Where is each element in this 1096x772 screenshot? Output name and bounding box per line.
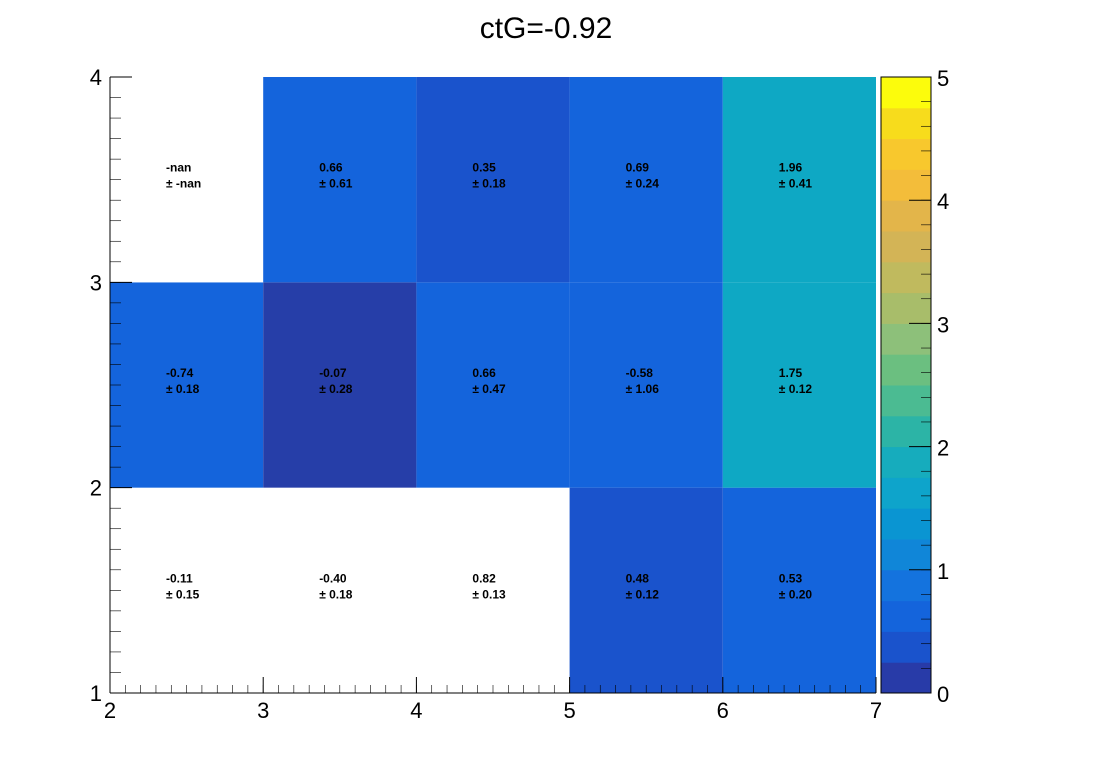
cell-value-label: -0.58 <box>626 366 654 380</box>
colorbar-swatch <box>881 446 931 478</box>
colorbar-tick-label: 3 <box>937 312 949 337</box>
colorbar-tick-label: 4 <box>937 189 949 214</box>
colorbar-swatch <box>881 138 931 170</box>
x-tick-label: 5 <box>563 698 575 723</box>
cell-value-label: -nan <box>166 161 191 175</box>
heatmap-cell <box>263 487 417 693</box>
cell-error-label: ± 0.41 <box>779 177 813 191</box>
colorbar-swatch <box>881 569 931 602</box>
cell-value-label: 0.53 <box>779 571 803 585</box>
cell-value-label: -0.40 <box>319 571 347 585</box>
heatmap-cell <box>569 487 723 693</box>
colorbar-swatch <box>881 169 931 201</box>
cell-error-label: ± 0.20 <box>779 587 813 601</box>
y-tick-label: 1 <box>90 681 102 706</box>
colorbar-swatch <box>881 200 931 232</box>
cell-error-label: ± 0.12 <box>779 382 813 396</box>
heatmap-cell <box>569 77 723 283</box>
x-tick-label: 2 <box>104 698 116 723</box>
colorbar-tick-label: 5 <box>937 66 949 91</box>
colorbar-swatch <box>881 231 931 263</box>
cell-error-label: ± 0.61 <box>319 177 353 191</box>
colorbar-frame <box>880 76 932 694</box>
cell-value-label: 1.96 <box>779 161 803 175</box>
colorbar-swatch <box>881 600 931 632</box>
cell-labels: -0.11 ± 0.15 -0.40 ± 0.18 0.82 ± 0.13 0.48 ± 0.… <box>166 161 812 602</box>
cell-error-label: ± 0.47 <box>472 382 506 396</box>
cell-value-label: 0.66 <box>319 161 343 175</box>
colorbar-swatch <box>881 539 931 571</box>
colorbar-swatch <box>881 323 931 355</box>
colorbar-tick-label: 1 <box>937 559 949 584</box>
heatmap-cell <box>569 282 723 488</box>
cell-error-label: ± 0.12 <box>626 587 660 601</box>
y-tick-label: 2 <box>90 476 102 501</box>
heatmap-cell <box>110 77 264 283</box>
cell-value-label: 0.35 <box>472 161 496 175</box>
colorbar-swatch <box>881 508 931 540</box>
cell-error-label: ± 0.18 <box>472 177 506 191</box>
heatmap-cell <box>263 282 417 488</box>
heatmap-cell <box>416 487 570 693</box>
colorbar-swatch <box>881 77 931 109</box>
x-tick-label: 7 <box>870 698 882 723</box>
cell-value-label: 0.82 <box>472 571 496 585</box>
heatmap-cell <box>416 77 570 283</box>
cell-value-label: -0.74 <box>166 366 194 380</box>
colorbar-swatch <box>881 107 931 140</box>
colorbar-swatch <box>881 631 931 663</box>
cell-error-label: ± 0.15 <box>166 587 200 601</box>
colorbar-swatch <box>881 385 931 417</box>
y-tick-label: 4 <box>90 65 102 90</box>
cell-error-label: ± 0.28 <box>319 382 353 396</box>
cell-error-label: ± 1.06 <box>626 382 660 396</box>
colorbar-swatch <box>881 415 931 448</box>
cell-value-label: 0.66 <box>472 366 496 380</box>
colorbar-swatch <box>881 662 931 694</box>
heatmap-cell <box>110 487 264 693</box>
colorbar-tick-label: 2 <box>937 436 949 461</box>
cell-error-label: ± 0.18 <box>166 382 200 396</box>
colorbar: 0 1 2 3 4 5 <box>880 66 949 707</box>
y-tick-label: 3 <box>90 270 102 295</box>
heatmap-cell <box>722 487 876 693</box>
heatmap-cells <box>110 77 876 693</box>
cell-value-label: -0.07 <box>319 366 347 380</box>
chart-title: ctG=-0.92 <box>480 12 613 45</box>
cell-error-label: ± 0.13 <box>472 587 506 601</box>
colorbar-tick-label: 0 <box>937 682 949 707</box>
x-tick-label: 3 <box>257 698 269 723</box>
cell-value-label: 1.75 <box>779 366 803 380</box>
x-tick-label: 6 <box>717 698 729 723</box>
colorbar-swatch <box>881 292 931 324</box>
colorbar-swatch <box>881 261 931 294</box>
heatmap-cell <box>722 77 876 283</box>
cell-value-label: 0.69 <box>626 161 650 175</box>
heatmap-cell <box>722 282 876 488</box>
heatmap-cell <box>263 77 417 283</box>
colorbar-swatch <box>881 477 931 509</box>
heatmap-cell <box>110 282 264 488</box>
colorbar-swatch <box>881 354 931 386</box>
cell-value-label: 0.48 <box>626 571 650 585</box>
cell-error-label: ± -nan <box>166 177 201 191</box>
x-tick-label: 4 <box>410 698 422 723</box>
heatmap-cell <box>416 282 570 488</box>
cell-error-label: ± 0.24 <box>626 177 660 191</box>
cell-value-label: -0.11 <box>166 571 193 585</box>
cell-error-label: ± 0.18 <box>319 587 353 601</box>
